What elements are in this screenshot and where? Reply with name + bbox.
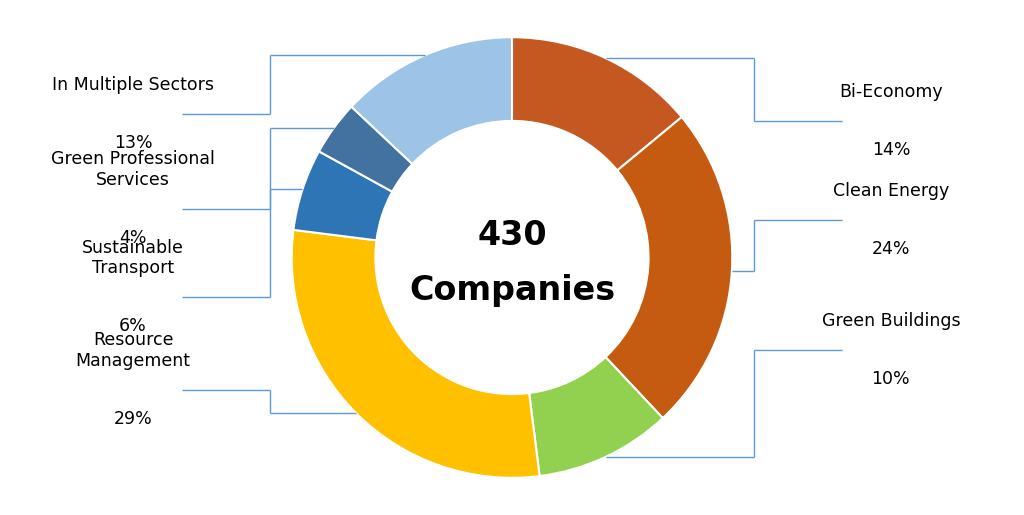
Text: Bi-Economy: Bi-Economy [839, 83, 943, 101]
Wedge shape [605, 117, 732, 418]
Wedge shape [318, 107, 413, 192]
Wedge shape [529, 357, 663, 476]
Text: Green Professional
Services: Green Professional Services [51, 150, 215, 189]
Wedge shape [292, 230, 540, 478]
Wedge shape [294, 151, 392, 241]
Wedge shape [512, 37, 682, 170]
Text: 24%: 24% [871, 240, 910, 258]
Text: 13%: 13% [114, 134, 153, 152]
Text: 430: 430 [477, 219, 547, 252]
Text: 10%: 10% [871, 370, 910, 388]
Text: Resource
Management: Resource Management [76, 331, 190, 370]
Text: Clean Energy: Clean Energy [833, 182, 949, 200]
Text: Sustainable
Transport: Sustainable Transport [82, 238, 184, 277]
Text: 14%: 14% [871, 141, 910, 159]
Text: In Multiple Sectors: In Multiple Sectors [52, 77, 214, 94]
Text: 4%: 4% [120, 229, 146, 247]
Text: 6%: 6% [119, 317, 147, 335]
Text: Green Buildings: Green Buildings [821, 312, 961, 330]
Text: 29%: 29% [114, 409, 153, 427]
Wedge shape [351, 37, 512, 164]
Text: Companies: Companies [409, 274, 615, 307]
